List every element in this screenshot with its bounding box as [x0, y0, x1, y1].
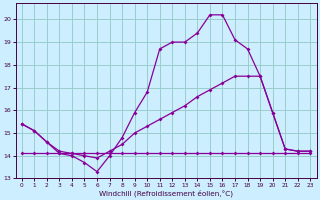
X-axis label: Windchill (Refroidissement éolien,°C): Windchill (Refroidissement éolien,°C) — [99, 189, 233, 197]
